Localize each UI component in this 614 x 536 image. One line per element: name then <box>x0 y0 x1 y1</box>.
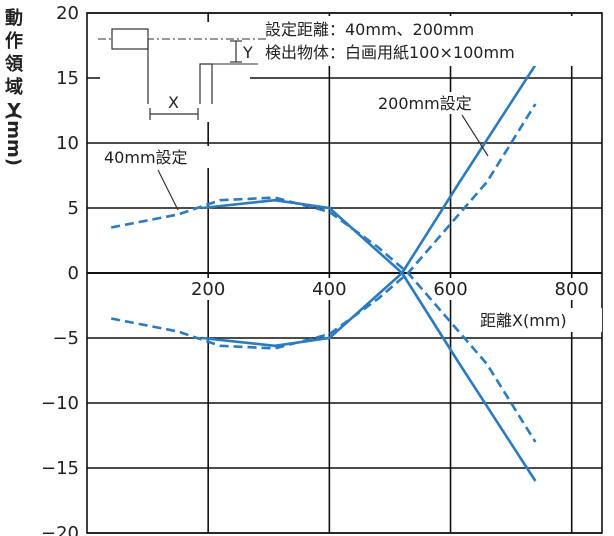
y-tick-label: 5 <box>68 198 79 219</box>
y-tick-label: −10 <box>41 393 79 414</box>
series-label-40mm: 40mm設定 <box>104 148 188 167</box>
series-leader-200mm <box>461 114 489 157</box>
settings-line-1: 設定距離：40mm、200mm <box>265 20 474 39</box>
legend-bg-40mm <box>100 146 212 168</box>
series-line-200mm-lower <box>201 271 537 482</box>
y-tick-label: −15 <box>41 458 79 479</box>
y-tick-label: 15 <box>56 68 79 89</box>
y-tick-label: −5 <box>52 328 79 349</box>
y-axis-title-char: Y <box>6 100 21 121</box>
inset-label-y: Y <box>242 43 253 62</box>
series-line-200mm-upper <box>201 64 537 275</box>
x-axis-title: 距離X(mm) <box>480 311 567 330</box>
x-tick-label: 600 <box>433 279 467 300</box>
y-axis-title-char: 域 <box>5 76 23 98</box>
x-tick-label: 800 <box>555 279 589 300</box>
y-tick-label: 10 <box>56 133 79 154</box>
y-axis-title-char: 作 <box>5 30 23 52</box>
inset-sensor-box <box>111 28 149 50</box>
series-leader-40mm <box>157 169 179 211</box>
x-tick-label: 400 <box>312 279 346 300</box>
legend-bg-200mm <box>374 92 496 114</box>
y-axis-title-char: 動 <box>5 7 23 29</box>
settings-bg <box>262 16 596 66</box>
y-tick-label: −20 <box>41 523 79 536</box>
x-tick-label-bg <box>426 278 475 300</box>
x-tick-label-bg <box>547 278 596 300</box>
y-tick-label: 20 <box>56 3 79 24</box>
inset-label-x: X <box>168 93 179 112</box>
series-label-200mm: 200mm設定 <box>378 94 472 113</box>
settings-line-2: 検出物体：白画用紙100×100mm <box>265 43 515 62</box>
y-axis-title-char: 領 <box>5 53 24 75</box>
inset-target <box>199 63 213 104</box>
y-tick-label: 0 <box>68 263 79 284</box>
x-axis-title-bg <box>478 308 602 332</box>
x-tick-label-bg <box>184 278 233 300</box>
x-tick-label-bg <box>305 278 354 300</box>
y-axis-unit: (mm) <box>3 112 24 166</box>
x-tick-label: 200 <box>191 279 225 300</box>
